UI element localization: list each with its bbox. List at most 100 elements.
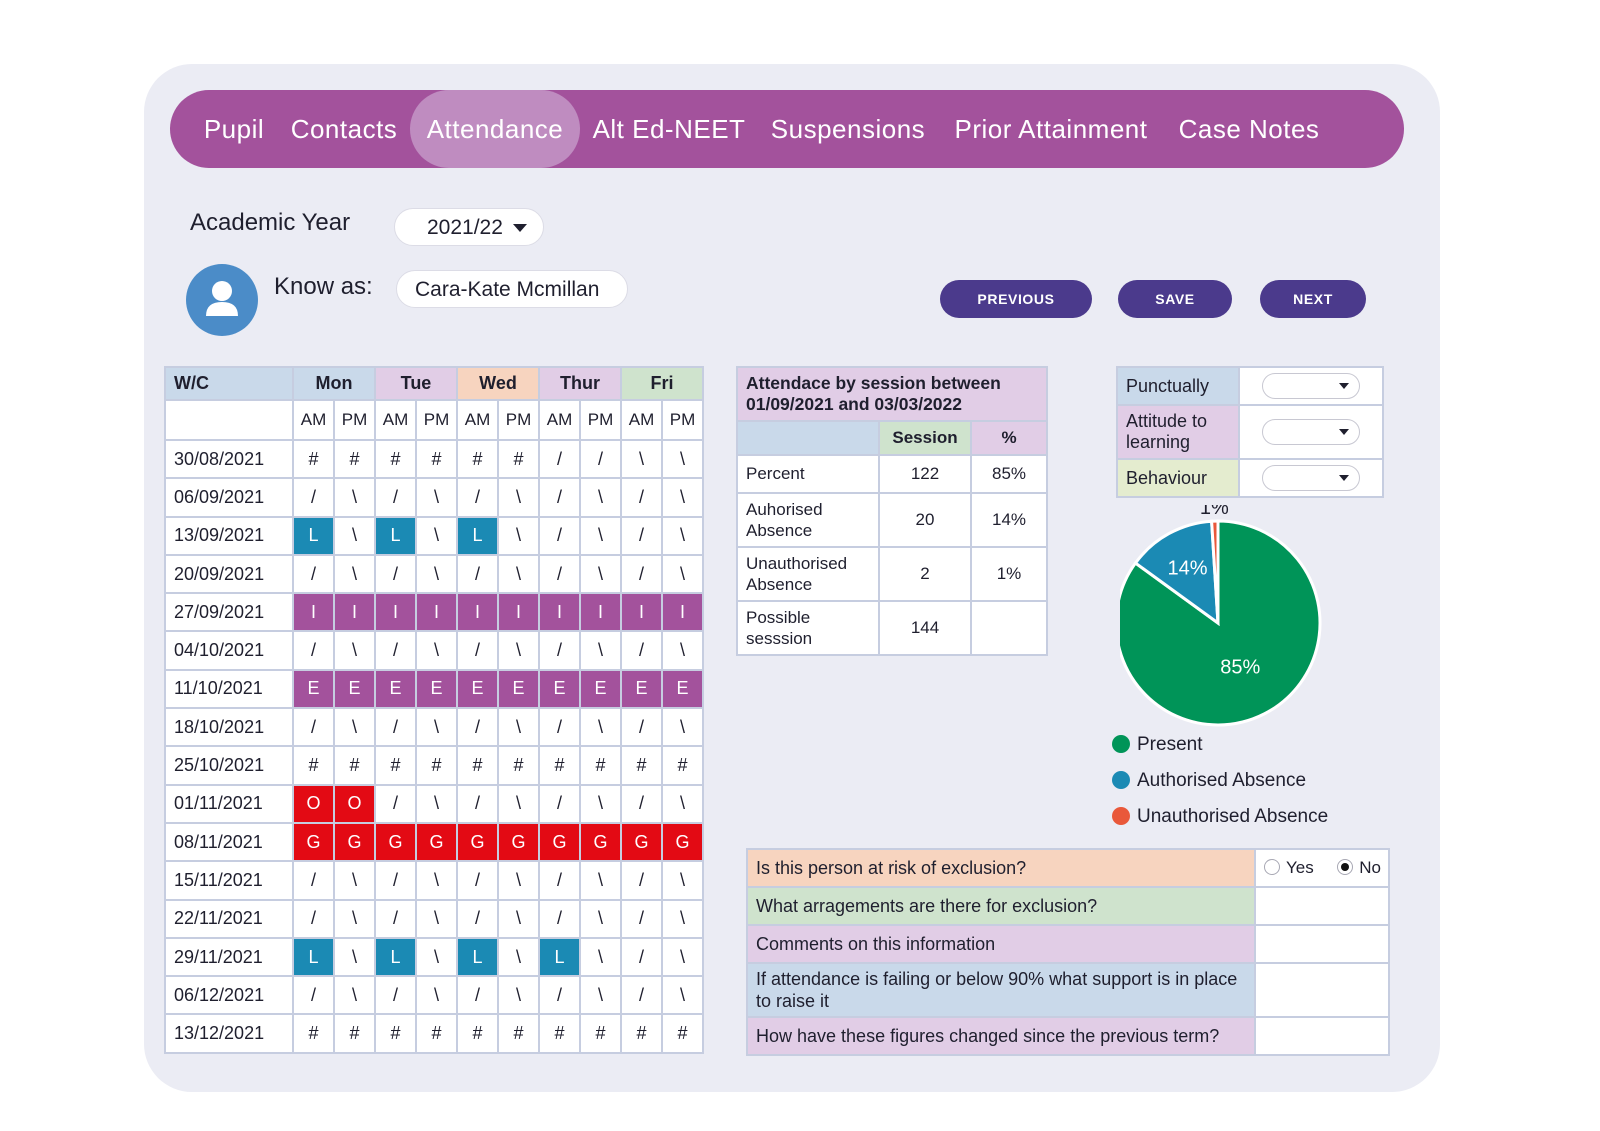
attendance-mark[interactable]: L — [292, 515, 335, 556]
attendance-mark[interactable]: E — [579, 668, 622, 710]
answer-field[interactable] — [1254, 924, 1390, 964]
attendance-mark[interactable]: / — [374, 707, 417, 748]
attendance-mark[interactable]: \ — [661, 860, 704, 901]
attendance-mark[interactable]: \ — [415, 898, 458, 939]
attendance-mark[interactable]: \ — [415, 630, 458, 671]
attendance-mark[interactable]: \ — [579, 630, 622, 671]
attendance-mark[interactable]: / — [374, 898, 417, 939]
attendance-mark[interactable]: \ — [497, 936, 540, 978]
attendance-mark[interactable]: # — [579, 1013, 622, 1054]
attendance-mark[interactable]: / — [620, 707, 663, 748]
attendance-mark[interactable]: G — [292, 821, 335, 863]
attendance-mark[interactable]: G — [620, 821, 663, 863]
punctuality-select[interactable] — [1262, 373, 1360, 399]
attendance-mark[interactable]: I — [497, 592, 540, 633]
attendance-mark[interactable]: / — [538, 783, 581, 824]
attendance-mark[interactable]: \ — [497, 515, 540, 556]
attendance-mark[interactable]: / — [538, 630, 581, 671]
attendance-mark[interactable]: / — [456, 783, 499, 824]
attendance-mark[interactable]: # — [374, 1013, 417, 1054]
tab-contacts[interactable]: Contacts — [290, 114, 398, 144]
attendance-mark[interactable]: \ — [579, 898, 622, 939]
attendance-mark[interactable]: \ — [661, 630, 704, 671]
attendance-mark[interactable]: / — [292, 630, 335, 671]
attendance-mark[interactable]: \ — [661, 707, 704, 748]
attendance-mark[interactable]: / — [456, 477, 499, 518]
attendance-mark[interactable]: I — [538, 592, 581, 633]
attendance-mark[interactable]: \ — [661, 975, 704, 1016]
attendance-mark[interactable]: / — [292, 707, 335, 748]
attendance-mark[interactable]: / — [456, 630, 499, 671]
attendance-mark[interactable]: / — [538, 553, 581, 595]
known-as-field[interactable]: Cara-Kate Mcmillan — [396, 270, 628, 308]
attendance-mark[interactable]: # — [292, 1013, 335, 1054]
attendance-mark[interactable]: G — [538, 821, 581, 863]
attendance-mark[interactable]: / — [374, 553, 417, 595]
attendance-mark[interactable]: \ — [579, 860, 622, 901]
attendance-mark[interactable]: \ — [661, 477, 704, 518]
attendance-mark[interactable]: / — [292, 860, 335, 901]
attendance-mark[interactable]: L — [456, 515, 499, 556]
attendance-mark[interactable]: \ — [333, 860, 376, 901]
attendance-mark[interactable]: L — [456, 936, 499, 978]
attendance-mark[interactable]: I — [661, 592, 704, 633]
attendance-mark[interactable]: \ — [579, 515, 622, 556]
attendance-mark[interactable]: / — [456, 553, 499, 595]
attendance-mark[interactable]: G — [579, 821, 622, 863]
attendance-mark[interactable]: L — [538, 936, 581, 978]
attendance-mark[interactable]: / — [292, 477, 335, 518]
attendance-mark[interactable]: / — [620, 553, 663, 595]
attendance-mark[interactable]: / — [538, 707, 581, 748]
attendance-mark[interactable]: \ — [333, 898, 376, 939]
attendance-mark[interactable]: / — [538, 477, 581, 518]
attendance-mark[interactable]: / — [456, 898, 499, 939]
attendance-mark[interactable]: / — [374, 860, 417, 901]
attendance-mark[interactable]: \ — [497, 898, 540, 939]
no-radio[interactable] — [1337, 859, 1354, 875]
yes-radio[interactable] — [1264, 859, 1280, 875]
attendance-mark[interactable]: E — [333, 668, 376, 710]
academic-year-select[interactable]: 2021/22 — [394, 208, 544, 246]
attendance-mark[interactable]: \ — [620, 438, 663, 480]
attendance-mark[interactable]: G — [661, 821, 704, 863]
behaviour-select[interactable] — [1262, 465, 1360, 491]
tab-pupil[interactable]: Pupil — [203, 114, 265, 144]
attendance-mark[interactable]: / — [292, 553, 335, 595]
attendance-mark[interactable]: L — [374, 515, 417, 556]
attendance-mark[interactable]: O — [292, 783, 335, 824]
attendance-mark[interactable]: / — [538, 438, 581, 480]
tab-alt-ed-neet[interactable]: Alt Ed-NEET — [592, 114, 746, 144]
attendance-mark[interactable]: # — [579, 745, 622, 786]
attendance-mark[interactable]: \ — [333, 975, 376, 1016]
attendance-mark[interactable]: \ — [415, 553, 458, 595]
attendance-mark[interactable]: \ — [333, 630, 376, 671]
attendance-mark[interactable]: \ — [579, 975, 622, 1016]
attitude-select[interactable] — [1262, 419, 1360, 445]
attendance-mark[interactable]: # — [456, 438, 499, 480]
attendance-mark[interactable]: / — [620, 860, 663, 901]
attendance-mark[interactable]: \ — [661, 553, 704, 595]
attendance-mark[interactable]: / — [374, 477, 417, 518]
attendance-mark[interactable]: # — [292, 438, 335, 480]
attendance-mark[interactable]: G — [333, 821, 376, 863]
previous-button[interactable]: PREVIOUS — [940, 280, 1092, 318]
attendance-mark[interactable]: # — [456, 1013, 499, 1054]
attendance-mark[interactable]: G — [374, 821, 417, 863]
attendance-mark[interactable]: / — [538, 898, 581, 939]
attendance-mark[interactable]: \ — [661, 936, 704, 978]
attendance-mark[interactable]: G — [415, 821, 458, 863]
attendance-mark[interactable]: \ — [579, 707, 622, 748]
attendance-mark[interactable]: / — [620, 477, 663, 518]
attendance-mark[interactable]: O — [333, 783, 376, 824]
attendance-mark[interactable]: / — [538, 860, 581, 901]
attendance-mark[interactable]: # — [333, 745, 376, 786]
attendance-mark[interactable]: E — [497, 668, 540, 710]
attendance-mark[interactable]: \ — [497, 860, 540, 901]
attendance-mark[interactable]: # — [661, 1013, 704, 1054]
attendance-mark[interactable]: I — [456, 592, 499, 633]
attendance-mark[interactable]: / — [374, 630, 417, 671]
attendance-mark[interactable]: \ — [415, 936, 458, 978]
attendance-mark[interactable]: \ — [497, 975, 540, 1016]
attendance-mark[interactable]: \ — [415, 975, 458, 1016]
attendance-mark[interactable]: \ — [333, 553, 376, 595]
